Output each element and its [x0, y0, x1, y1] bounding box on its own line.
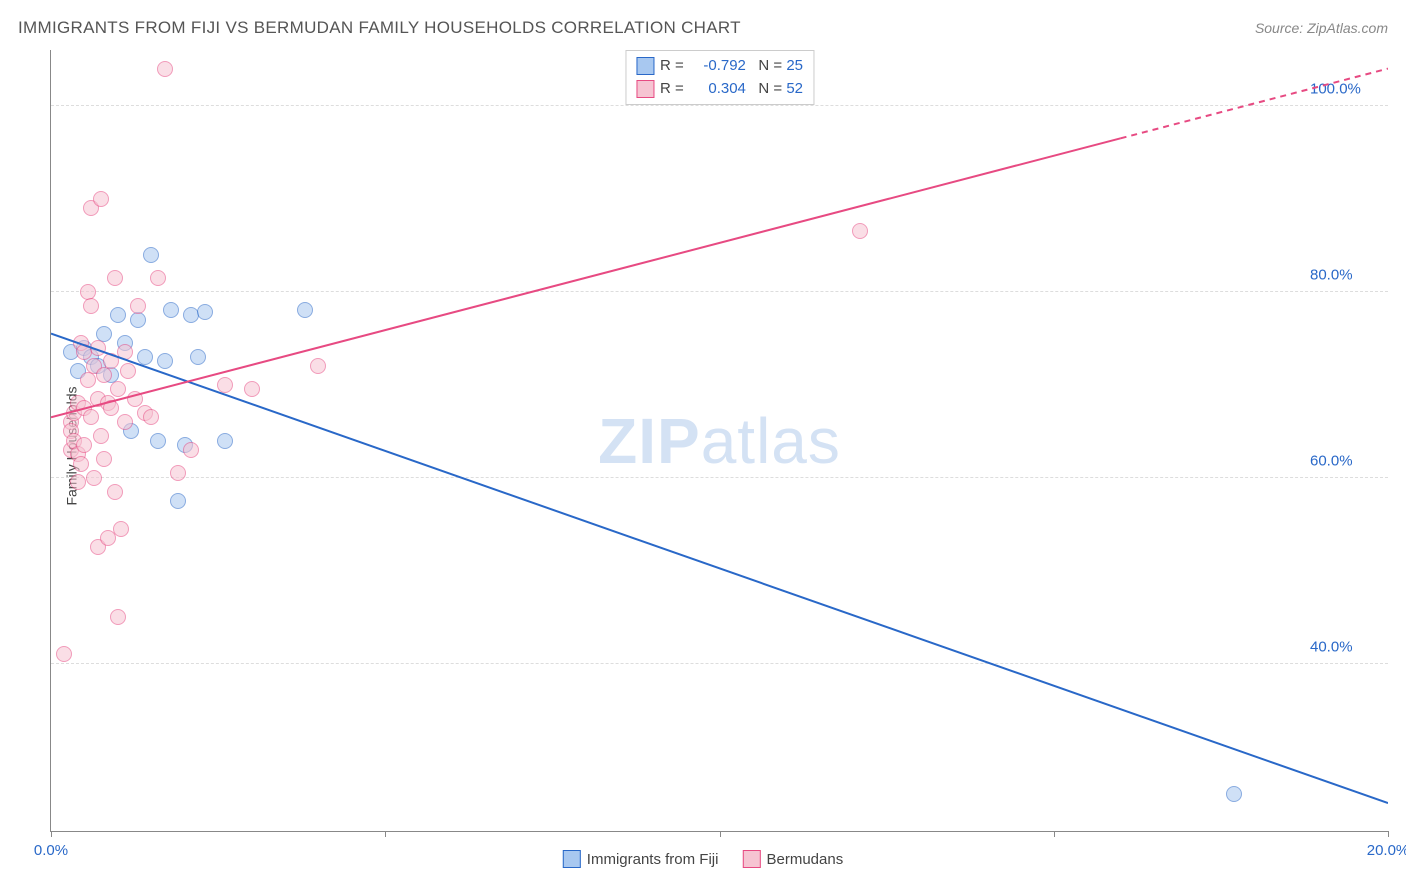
data-point — [70, 474, 86, 490]
data-point — [83, 409, 99, 425]
data-point — [310, 358, 326, 374]
legend-swatch — [636, 57, 654, 75]
data-point — [96, 451, 112, 467]
legend-stats-text: R = 0.304 N = 52 — [660, 78, 803, 101]
data-point — [163, 302, 179, 318]
data-point — [127, 391, 143, 407]
data-point — [96, 367, 112, 383]
legend-stats-row: R = 0.304 N = 52 — [636, 78, 803, 101]
data-point — [113, 521, 129, 537]
data-point — [170, 493, 186, 509]
data-point — [852, 223, 868, 239]
data-point — [107, 484, 123, 500]
data-point — [110, 307, 126, 323]
x-tick — [720, 831, 721, 837]
data-point — [217, 377, 233, 393]
data-point — [83, 298, 99, 314]
data-point — [183, 442, 199, 458]
watermark-bold: ZIP — [598, 405, 701, 477]
data-point — [297, 302, 313, 318]
data-point — [86, 470, 102, 486]
legend-bottom: Immigrants from Fiji Bermudans — [563, 850, 843, 868]
legend-stats-box: R = -0.792 N = 25R = 0.304 N = 52 — [625, 50, 814, 105]
y-tick-label: 100.0% — [1310, 80, 1380, 97]
data-point — [150, 433, 166, 449]
data-point — [143, 409, 159, 425]
legend-series-label: Immigrants from Fiji — [587, 851, 719, 868]
data-point — [197, 304, 213, 320]
y-tick-label: 80.0% — [1310, 266, 1380, 283]
data-point — [120, 363, 136, 379]
legend-swatch — [563, 850, 581, 868]
source-attribution: Source: ZipAtlas.com — [1255, 20, 1388, 36]
legend-series-item: Immigrants from Fiji — [563, 850, 719, 868]
legend-stats-row: R = -0.792 N = 25 — [636, 55, 803, 78]
data-point — [80, 372, 96, 388]
title-bar: IMMIGRANTS FROM FIJI VS BERMUDAN FAMILY … — [18, 18, 1388, 38]
y-tick-label: 40.0% — [1310, 638, 1380, 655]
gridline-horizontal — [51, 291, 1388, 292]
data-point — [143, 247, 159, 263]
regression-lines-layer — [51, 50, 1388, 831]
x-tick-label: 0.0% — [34, 842, 68, 859]
data-point — [93, 191, 109, 207]
y-tick-label: 60.0% — [1310, 452, 1380, 469]
data-point — [117, 344, 133, 360]
data-point — [130, 312, 146, 328]
x-tick — [1054, 831, 1055, 837]
x-tick — [385, 831, 386, 837]
gridline-horizontal — [51, 663, 1388, 664]
data-point — [170, 465, 186, 481]
chart-title: IMMIGRANTS FROM FIJI VS BERMUDAN FAMILY … — [18, 18, 741, 38]
data-point — [103, 400, 119, 416]
data-point — [137, 349, 153, 365]
data-point — [190, 349, 206, 365]
x-tick — [51, 831, 52, 837]
data-point — [217, 433, 233, 449]
data-point — [56, 646, 72, 662]
data-point — [157, 353, 173, 369]
data-point — [150, 270, 166, 286]
data-point — [76, 437, 92, 453]
data-point — [130, 298, 146, 314]
data-point — [93, 428, 109, 444]
data-point — [107, 270, 123, 286]
data-point — [73, 456, 89, 472]
watermark: ZIPatlas — [598, 404, 841, 478]
data-point — [110, 381, 126, 397]
data-point — [1226, 786, 1242, 802]
legend-series-item: Bermudans — [742, 850, 843, 868]
x-tick-label: 20.0% — [1367, 842, 1406, 859]
chart-plot-area: ZIPatlas 40.0%60.0%80.0%100.0%0.0%20.0%R… — [50, 50, 1388, 832]
data-point — [110, 609, 126, 625]
watermark-rest: atlas — [701, 405, 841, 477]
gridline-horizontal — [51, 477, 1388, 478]
x-tick — [1388, 831, 1389, 837]
data-point — [244, 381, 260, 397]
legend-stats-text: R = -0.792 N = 25 — [660, 55, 803, 78]
legend-series-label: Bermudans — [766, 851, 843, 868]
legend-swatch — [742, 850, 760, 868]
data-point — [90, 340, 106, 356]
data-point — [157, 61, 173, 77]
legend-swatch — [636, 80, 654, 98]
data-point — [117, 414, 133, 430]
